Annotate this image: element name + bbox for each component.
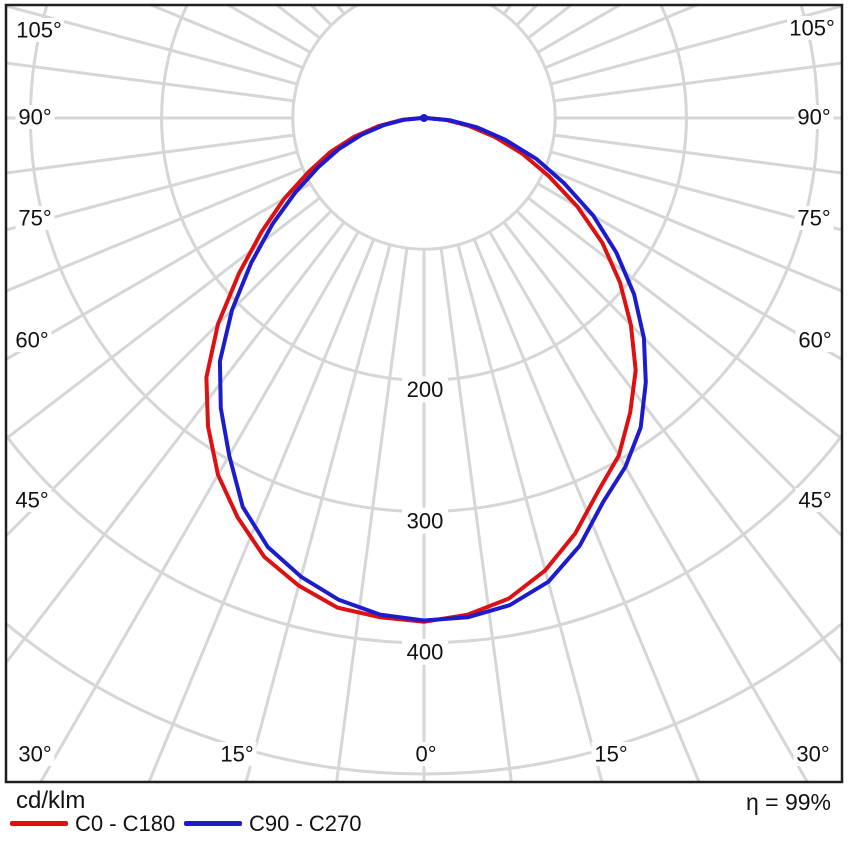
angle-label: 15°: [594, 742, 627, 767]
intensity-curves: [204, 116, 648, 624]
angle-label-mask: [14, 18, 64, 42]
grid-spoke: [527, 196, 842, 441]
curve-c90-c270: [217, 116, 648, 623]
ring-label: 300: [407, 508, 444, 533]
angle-label: 45°: [798, 488, 831, 513]
grid-spoke: [502, 221, 842, 666]
angle-label: 90°: [797, 105, 830, 130]
angle-label-mask: [217, 742, 257, 766]
ring-label: 200: [407, 377, 444, 402]
angle-label: 60°: [15, 328, 48, 353]
grid-spoke: [6, 150, 298, 232]
grid-spoke: [6, 61, 295, 103]
angle-label-mask: [793, 742, 833, 766]
angle-label-mask: [795, 328, 835, 352]
angle-label-mask: [591, 742, 631, 766]
angle-label: 105°: [16, 18, 62, 43]
grid-spoke: [456, 244, 604, 782]
angle-label-mask: [795, 488, 835, 512]
grid-spoke: [6, 166, 304, 293]
legend-label-c0-c180: C0 - C180: [75, 811, 176, 836]
grid-spoke: [6, 182, 312, 362]
ring-labels: 200 300 400: [402, 376, 448, 665]
angle-label: 30°: [796, 742, 829, 767]
angle-labels: 105° 90° 75° 60° 45° 105° 90° 75° 60° 45° 30° 15° 0°…: [12, 16, 837, 767]
grid-spoke: [335, 247, 409, 782]
grid-spoke: [6, 221, 346, 666]
legend-swatch-c90-c270: [184, 821, 242, 826]
grid-spoke: [472, 238, 701, 782]
angle-label: 30°: [18, 742, 51, 767]
ring-label-mask: [402, 507, 448, 534]
angle-label-mask: [15, 105, 55, 129]
grid-spoke: [544, 166, 842, 293]
angle-label: 75°: [18, 206, 51, 231]
grid-spoke: [550, 5, 842, 86]
efficiency-label: η = 99%: [745, 789, 831, 815]
angle-label-mask: [794, 105, 834, 129]
plot-border: [4, 3, 844, 784]
angle-label: 0°: [415, 742, 436, 767]
angle-label: 90°: [18, 105, 51, 130]
angle-label: 15°: [220, 742, 253, 767]
grid-spoke: [6, 196, 321, 441]
angle-label: 60°: [798, 328, 831, 353]
grid-spoke: [439, 247, 513, 782]
angle-label-mask: [15, 742, 55, 766]
angle-label: 45°: [15, 488, 48, 513]
grid-spoke: [147, 5, 304, 70]
angle-label-mask: [12, 488, 52, 512]
grid-spoke: [536, 182, 842, 362]
angle-label-mask: [412, 742, 440, 766]
grid-spoke: [38, 230, 360, 782]
ring-label-mask: [402, 376, 448, 403]
angle-label-mask: [794, 206, 834, 230]
angle-label-mask: [12, 328, 52, 352]
grid-spoke: [6, 133, 295, 175]
ring-label: 400: [407, 640, 444, 665]
grid-spoke: [147, 238, 376, 782]
angle-label-mask: [787, 16, 837, 40]
grid-spoke: [550, 150, 842, 232]
legend-swatch-c0-c180: [10, 821, 68, 826]
polar-origin-dot: [420, 114, 428, 122]
grid-spoke: [553, 133, 842, 175]
angle-label-mask: [15, 206, 55, 230]
legend-label-c90-c270: C90 - C270: [249, 811, 362, 836]
grid-spoke: [6, 5, 298, 86]
units-label: cd/klm: [16, 787, 86, 814]
angle-label: 75°: [797, 206, 830, 231]
ring-label-mask: [402, 638, 448, 665]
grid-spoke: [553, 61, 842, 103]
grid-spoke: [488, 230, 810, 782]
grid-spoke: [544, 5, 701, 70]
grid-spoke: [244, 244, 392, 782]
angle-label: 105°: [789, 16, 835, 41]
